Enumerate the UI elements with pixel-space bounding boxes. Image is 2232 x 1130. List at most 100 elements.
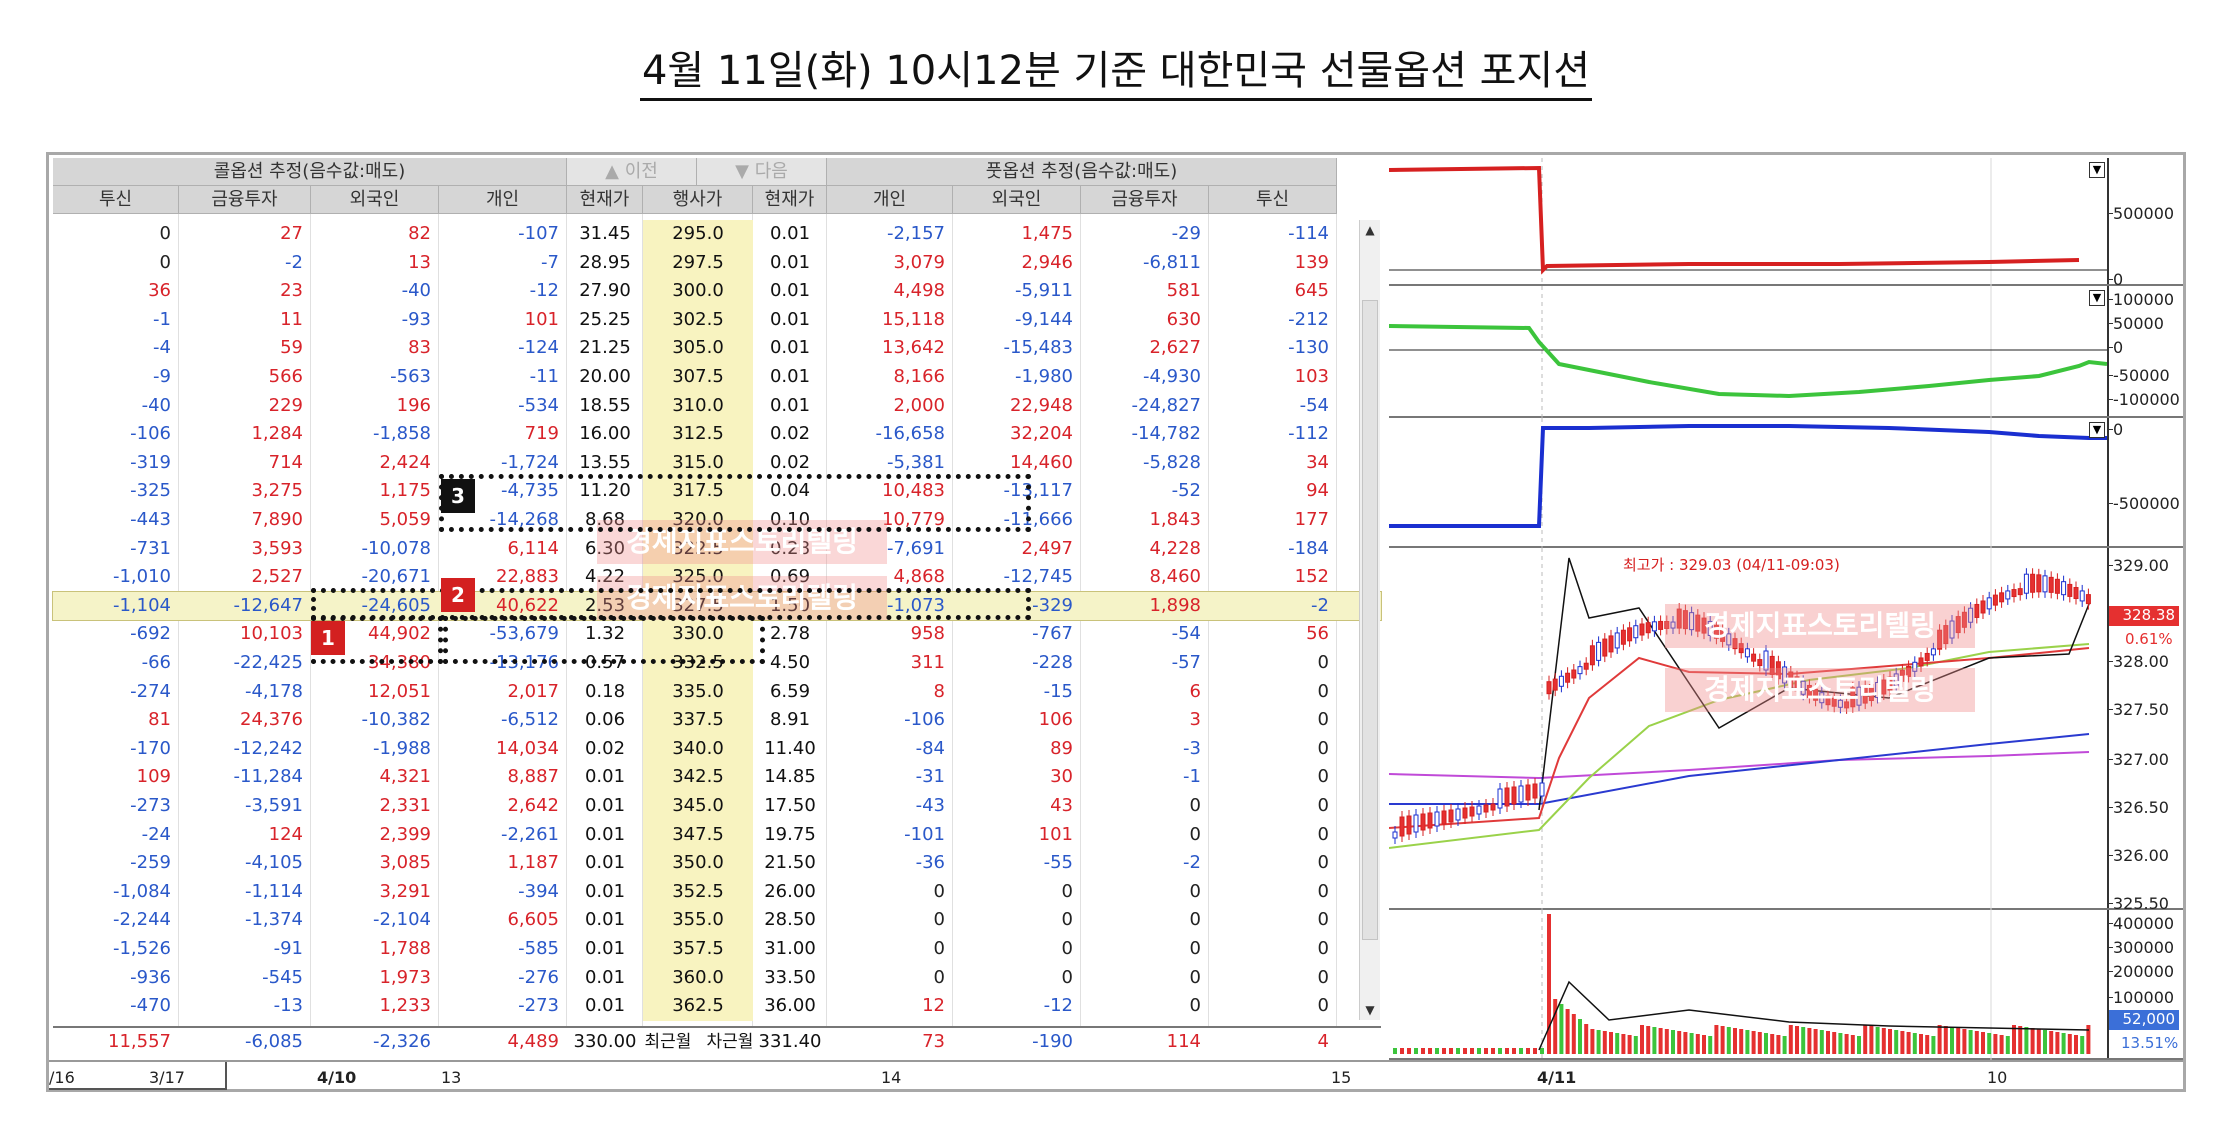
table-row[interactable]: -2,244 -1,374 -2,104 6,605 0.01 355.0 28.50 0 0 0…: [53, 906, 1381, 935]
next-button[interactable]: ▼ 다음: [697, 158, 827, 186]
put-cell: 0: [1061, 938, 1073, 959]
put-price-cell: 0.10: [769, 509, 811, 530]
call-cell: 82: [408, 223, 431, 244]
price-chart-panel-y-axis: 329.00328.50328.00327.50327.00326.50326.…: [2107, 548, 2183, 913]
table-row[interactable]: -325 3,275 1,175 -4,735 11.20 317.5 0.04 10,483…: [53, 477, 1381, 506]
panel-collapse-icon[interactable]: ▼: [2089, 290, 2105, 306]
vertical-scrollbar[interactable]: ▲ ▼: [1359, 220, 1380, 1020]
column-header[interactable]: 투신: [53, 186, 179, 214]
table-row[interactable]: -9 566 -563 -11 20.00 307.5 0.01 8,166 -1,980 -4,…: [53, 363, 1381, 392]
candle-body: [1651, 621, 1657, 632]
time-label: 14: [881, 1068, 902, 1087]
column-header[interactable]: 개인: [439, 186, 567, 214]
call-cell: 2,424: [379, 451, 431, 473]
call-cell: 719: [524, 423, 559, 445]
column-header[interactable]: 외국인: [953, 186, 1081, 214]
column-header[interactable]: 금융투자: [179, 186, 311, 214]
volume-bar: [1863, 1025, 1868, 1054]
volume-bar: [1571, 1014, 1576, 1054]
candle-body: [2054, 578, 2060, 594]
table-row[interactable]: 36 23 -40 -12 27.90 300.0 0.01 4,498 -5,911 581 64…: [53, 277, 1381, 306]
table-row[interactable]: -274 -4,178 12,051 2,017 0.18 335.0 6.59 8 -15 6 0: [53, 677, 1381, 707]
candle-body: [2030, 573, 2036, 593]
table-row[interactable]: -936 -545 1,973 -276 0.01 360.0 33.50 0 0 0 0: [53, 963, 1381, 993]
call-cell: -4,105: [244, 852, 303, 874]
scroll-down-icon[interactable]: ▼: [1365, 1003, 1375, 1017]
column-header[interactable]: 현재가: [753, 186, 827, 214]
call-cell: 1,175: [379, 480, 431, 502]
high-price-label: 최고가 : 329.03 (04/11-09:03): [1623, 556, 1840, 574]
call-price-cell: 0.01: [584, 966, 626, 988]
volume-panel[interactable]: 400000 300000 200000 100000 52,000 13.51%: [1389, 910, 2183, 1060]
call-cell: -1,084: [112, 880, 171, 902]
next-month-label[interactable]: 차근월: [706, 1032, 754, 1052]
time-label: 3/17: [149, 1068, 185, 1087]
candle-body: [1992, 594, 1998, 606]
column-header[interactable]: 외국인: [311, 186, 439, 214]
table-row[interactable]: -4 59 83 -124 21.25 305.0 0.01 13,642 -15,483 2,6…: [53, 334, 1381, 363]
ma-line-mid: [1389, 733, 2090, 805]
call-group-header: 콜옵션 추정(음수값:매도): [53, 158, 567, 186]
candle-body: [1532, 783, 1538, 799]
column-header[interactable]: 금융투자: [1081, 186, 1209, 214]
table-row[interactable]: -731 3,593 -10,078 6,114 6.30 322.5 0.28 -7,691…: [53, 534, 1381, 564]
table-row[interactable]: -1 11 -93 101 25.25 302.5 0.01 15,118 -9,144 630 -…: [53, 305, 1381, 335]
put-cell: -31: [915, 766, 945, 788]
table-row[interactable]: -273 -3,591 2,331 2,642 0.01 345.0 17.50 -43 43 0…: [53, 792, 1381, 821]
summary-call-price: 330.00: [573, 1031, 637, 1052]
foreign-futures-panel[interactable]: 500000 0 ▼: [1389, 158, 2183, 289]
table-row[interactable]: 81 24,376 -10,382 -6,512 0.06 337.5 8.91 -106 10…: [53, 706, 1381, 735]
put-cell: -14,782: [1131, 423, 1201, 445]
table-row[interactable]: -1,084 -1,114 3,291 -394 0.01 352.5 26.00 0 0 0 0: [53, 877, 1381, 907]
volume-bar: [1894, 1030, 1899, 1054]
table-row[interactable]: -692 10,103 44,902 -53,679 1.32 330.0 2.78 958 -…: [53, 620, 1381, 649]
column-header[interactable]: 현재가: [567, 186, 643, 214]
volume-bar: [2005, 1036, 2010, 1054]
volume-bar: [1578, 1019, 1582, 1054]
volume-bar: [1708, 1036, 1713, 1054]
table-row[interactable]: -106 1,284 -1,858 719 16.00 312.5 0.02 -16,658 3…: [53, 420, 1381, 449]
foreign-futures-panel-plot: [1389, 158, 2107, 286]
call-price-cell: 31.45: [579, 223, 631, 244]
put-cell: -52: [1171, 480, 1201, 502]
nearest-month-label[interactable]: 최근월: [644, 1032, 692, 1052]
volume-bar: [2067, 1034, 2072, 1054]
candle-body: [1608, 635, 1614, 653]
table-row[interactable]: -319 714 2,424 -1,724 13.55 315.0 0.02 -5,381 14…: [53, 448, 1381, 478]
table-row[interactable]: -40 229 196 -534 18.55 310.0 0.01 2,000 22,948 -2…: [53, 391, 1381, 421]
panel-collapse-icon[interactable]: ▼: [2089, 162, 2105, 178]
individual-futures-panel[interactable]: 0 -500000 ▼: [1389, 418, 2183, 548]
price-chart-panel[interactable]: 329.00328.50328.00327.50327.00326.50326.…: [1389, 548, 2183, 913]
column-header[interactable]: 개인: [827, 186, 953, 214]
volume-bar: [1943, 1026, 1948, 1054]
scroll-thumb[interactable]: [1362, 300, 1378, 940]
table-row[interactable]: -24 124 2,399 -2,261 0.01 347.5 19.75 -101 101 0 0: [53, 820, 1381, 850]
table-row[interactable]: -443 7,890 5,059 -14,268 8.68 320.0 0.10 10,779…: [53, 506, 1381, 535]
summary-call-cell: -2,326: [372, 1031, 431, 1052]
volume-bar: [2012, 1025, 2016, 1054]
column-header[interactable]: 행사가: [643, 186, 753, 214]
candle-body: [1782, 666, 1788, 684]
institution-futures-panel[interactable]: 100000 50000 0 -50000 -100000 ▼: [1389, 286, 2183, 418]
call-cell: 0: [159, 223, 171, 244]
candle-body: [1918, 657, 1924, 667]
put-cell: -767: [1032, 623, 1073, 645]
prev-button[interactable]: ▲ 이전: [567, 158, 697, 186]
table-row[interactable]: -1,010 2,527 -20,671 22,883 4.22 325.0 0.69 4,8…: [53, 563, 1381, 592]
table-row[interactable]: 0 -2 13 -7 28.95 297.5 0.01 3,079 2,946 -6,811 139: [53, 248, 1381, 278]
highlight-box-1b: [443, 616, 765, 664]
table-row[interactable]: -170 -12,242 -1,988 14,034 0.02 340.0 11.40 -84…: [53, 734, 1381, 764]
scroll-up-icon[interactable]: ▲: [1365, 223, 1375, 237]
put-cell: 30: [1050, 766, 1073, 788]
column-header[interactable]: 투신: [1209, 186, 1337, 214]
put-cell: 0: [1189, 880, 1201, 902]
table-row[interactable]: -1,526 -91 1,788 -585 0.01 357.5 31.00 0 0 0 0: [53, 935, 1381, 964]
put-cell: -15,483: [1003, 337, 1073, 359]
table-row[interactable]: -259 -4,105 3,085 1,187 0.01 350.0 21.50 -36 -55…: [53, 849, 1381, 878]
call-cell: 109: [136, 766, 171, 788]
table-row[interactable]: 109 -11,284 4,321 8,887 0.01 342.5 14.85 -31 30 -…: [53, 763, 1381, 792]
panel-collapse-icon[interactable]: ▼: [2089, 422, 2105, 438]
table-row[interactable]: -470 -13 1,233 -273 0.01 362.5 36.00 12 -12 0 0: [53, 992, 1381, 1021]
put-price-cell: 8.91: [769, 709, 811, 731]
table-row[interactable]: 0 27 82 -107 31.45 295.0 0.01 -2,157 1,475 -29 -11…: [53, 220, 1381, 249]
